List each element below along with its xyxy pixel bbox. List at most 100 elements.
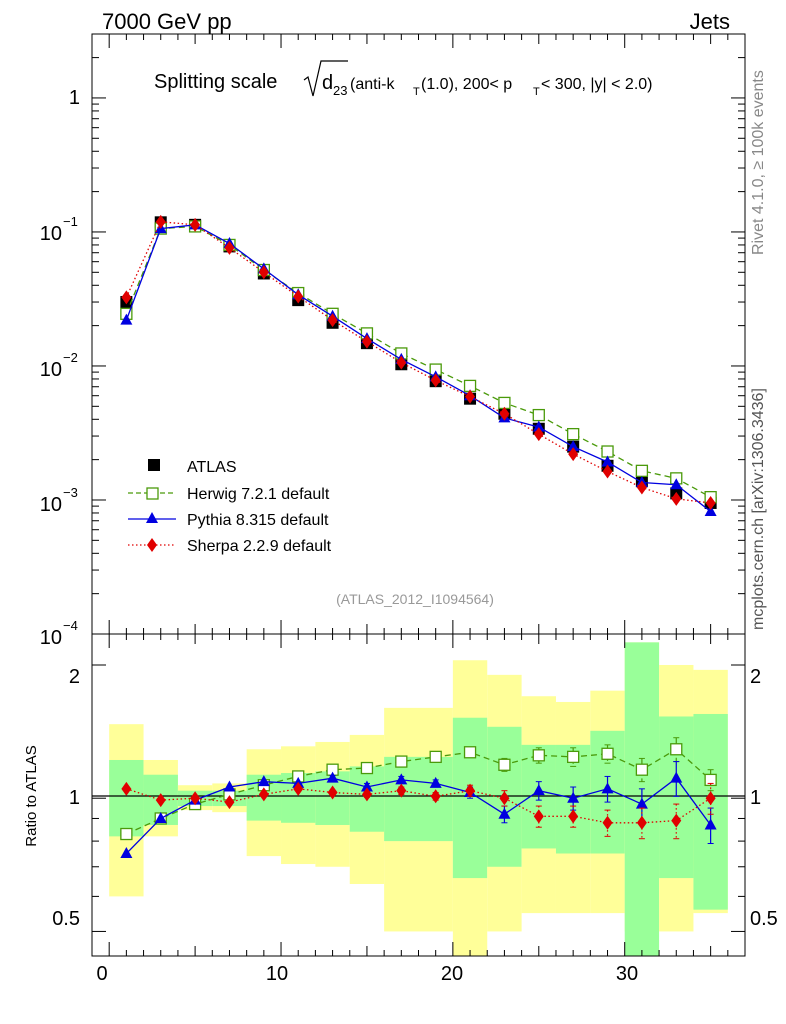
ratio-ytick-label-right-2: 2 (750, 666, 761, 688)
sherpa-ratio-point (293, 781, 304, 796)
ytick-label-0.1-base: 10 (40, 223, 62, 245)
ratio-panel: 2 1 0.5 2 1 0.5 Ratio to ATLAS 0 10 20 3… (23, 633, 778, 985)
chart-title: Splitting scale d 23 (anti-k T (1.0), 20… (154, 60, 653, 98)
pythia-ratio-line (125, 777, 712, 854)
pythia-ratio-point (601, 782, 614, 794)
pythia-ratio-point (635, 797, 648, 809)
sherpa-ratio-point (361, 787, 372, 802)
herwig-point (532, 408, 545, 422)
main-panel: 1 10 −1 10 −2 10 −3 10 −4 Splitting scal… (40, 33, 746, 649)
pythia-ratio-point (223, 780, 236, 792)
ytick-label-0.0001: 10 (40, 627, 62, 649)
ratio-marks (120, 737, 717, 859)
ratio-ytick-label-1: 1 (69, 787, 80, 809)
ytick-label-1: 1 (69, 87, 80, 109)
ytick-label-0.001: 10 (40, 494, 62, 516)
ytick-exp-0.001: −3 (63, 485, 78, 500)
sherpa-ratio-point (671, 813, 682, 828)
sherpa-ratio-point (602, 815, 613, 830)
herwig-ratio-point (120, 827, 133, 841)
legend-atlas-label: ATLAS (187, 459, 237, 476)
pythia-point (670, 478, 683, 490)
pythia-point (120, 313, 133, 325)
ytick-label-0.1: 10 (40, 223, 62, 245)
pythia-line (125, 224, 712, 513)
header-energy: 7000 GeV pp (102, 9, 232, 34)
sherpa-ratio-point (190, 791, 201, 806)
sherpa-ratio-point (121, 781, 132, 796)
sherpa-ratio-point (636, 815, 647, 830)
title-sqrt-sub: 23 (333, 83, 347, 98)
sherpa-ratio-point (533, 809, 544, 824)
sherpa-ratio-point (705, 791, 716, 806)
sherpa-point (155, 214, 166, 229)
herwig-point (567, 427, 580, 441)
ratio-ylabel: Ratio to ATLAS (23, 745, 40, 846)
ytick-label-0.01-base: 10 (40, 359, 62, 381)
sqrt-symbol (303, 60, 348, 97)
uncertainty-band-inner (384, 756, 419, 842)
sherpa-ratio-line (126, 788, 711, 824)
pythia-ratio-point (532, 784, 545, 796)
xtick-label-30: 30 (616, 963, 638, 985)
herwig-ratio-point (463, 746, 477, 759)
herwig-ratio-point (498, 758, 511, 771)
herwig-ratio-point (670, 743, 683, 756)
sherpa-line (125, 221, 711, 504)
sherpa-ratio-point (155, 793, 166, 808)
ytick-exp-0.0001: −4 (63, 618, 78, 633)
pythia-ratio-point (120, 847, 133, 859)
pythia-ratio-point (670, 771, 683, 783)
ytick-label-0.001-base: 10 (40, 494, 62, 516)
ytick-label-0.0001-base: 10 (40, 627, 62, 649)
sherpa-ratio-point (258, 787, 269, 802)
sherpa-point (671, 491, 682, 506)
legend-herwig-marker (146, 487, 159, 500)
title-kt-sub: T (413, 86, 420, 98)
ratio-ytick-label-2: 2 (69, 666, 80, 688)
herwig-point (601, 445, 614, 458)
pythia-ratio-point (567, 791, 580, 803)
legend-atlas-marker (148, 459, 160, 471)
sherpa-point (602, 464, 613, 479)
sherpa-point (705, 495, 716, 510)
legend: ATLAS Herwig 7.2.1 default Pythia 8.315 … (128, 459, 332, 555)
title-main: Splitting scale (154, 71, 277, 93)
title-algo: (anti-k (350, 76, 395, 93)
herwig-line (125, 225, 711, 498)
main-panel-marks (120, 214, 717, 517)
legend-sherpa-marker (147, 538, 157, 552)
legend-pythia-marker (146, 512, 158, 523)
ytick-label-0.01: 10 (40, 359, 62, 381)
ratio-panel-ticks (92, 634, 745, 956)
uncertainty-band-inner (109, 759, 144, 837)
sherpa-point (224, 240, 235, 255)
xtick-label-10: 10 (266, 963, 288, 985)
sherpa-point (396, 355, 407, 370)
sherpa-point (533, 427, 544, 442)
herwig-point (635, 464, 649, 477)
pythia-point (532, 420, 545, 432)
herwig-ratio-point (601, 747, 614, 760)
sherpa-ratio-point (465, 783, 476, 798)
legend-pythia-label: Pythia 8.315 default (187, 512, 329, 529)
pythia-ratio-point (704, 818, 717, 830)
herwig-ratio-point (395, 755, 408, 768)
ratio-bands (109, 642, 728, 956)
sherpa-ratio-point (224, 795, 235, 810)
sherpa-ratio-point (568, 809, 579, 824)
pythia-ratio-point (326, 771, 339, 783)
ytick-exp-0.1: −1 (63, 214, 78, 229)
herwig-ratio-point (429, 750, 442, 764)
legend-herwig-label: Herwig 7.2.1 default (187, 486, 330, 503)
herwig-ratio-point (635, 763, 649, 776)
pythia-ratio-point (498, 807, 511, 819)
pythia-ratio-point (154, 811, 167, 823)
herwig-ratio-point (360, 761, 374, 775)
sherpa-point (361, 334, 372, 349)
sherpa-point (568, 447, 579, 462)
title-pt-sub: T (533, 86, 540, 98)
ratio-ytick-label-right-1: 1 (750, 787, 761, 809)
sherpa-point (499, 406, 510, 421)
title-cuts: < 300, |y| < 2.0) (541, 76, 653, 93)
